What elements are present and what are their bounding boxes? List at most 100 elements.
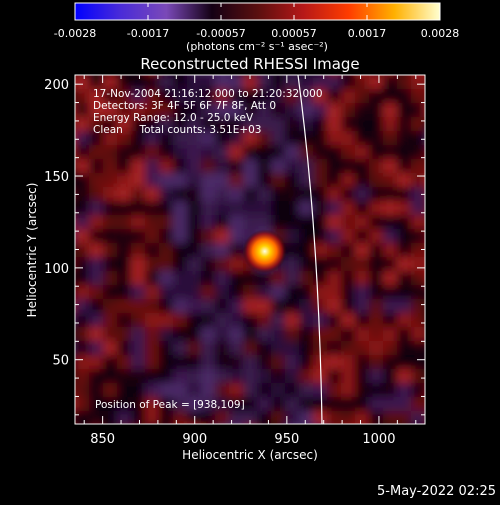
noise-cell xyxy=(285,313,300,328)
noise-cell xyxy=(215,187,230,202)
colorbar: -0.0028 -0.0017 -0.00057 0.00057 0.0017 0.002… xyxy=(54,2,459,53)
noise-cell xyxy=(229,355,244,370)
noise-cell xyxy=(201,397,216,412)
noise-cell xyxy=(341,327,356,342)
noise-cell xyxy=(117,425,132,440)
noise-cell xyxy=(215,383,230,398)
noise-cell xyxy=(271,313,286,328)
noise-cell xyxy=(173,257,188,272)
noise-cell xyxy=(103,341,118,356)
noise-cell xyxy=(341,383,356,398)
noise-cell xyxy=(383,257,398,272)
x-tick-label: 850 xyxy=(90,432,115,447)
noise-cell xyxy=(173,369,188,384)
noise-cell xyxy=(145,355,160,370)
noise-cell xyxy=(159,173,174,188)
noise-cell xyxy=(103,383,118,398)
x-tick-label: 900 xyxy=(182,432,207,447)
noise-cell xyxy=(383,271,398,286)
noise-cell xyxy=(313,299,328,314)
noise-cell xyxy=(159,89,174,104)
noise-cell xyxy=(145,187,160,202)
noise-cell xyxy=(131,103,146,118)
noise-cell xyxy=(187,285,202,300)
noise-cell xyxy=(271,201,286,216)
noise-cell xyxy=(327,187,342,202)
noise-cell xyxy=(411,313,425,328)
noise-cell xyxy=(215,159,230,174)
noise-cell xyxy=(117,131,132,146)
noise-cell xyxy=(425,117,440,132)
noise-cell xyxy=(341,257,356,272)
noise-cell xyxy=(397,243,412,258)
noise-cell xyxy=(75,187,76,202)
noise-cell xyxy=(341,355,356,370)
noise-cell xyxy=(425,271,440,286)
noise-cell xyxy=(187,327,202,342)
noise-cell xyxy=(369,187,384,202)
noise-cell xyxy=(285,229,300,244)
noise-cell xyxy=(299,201,314,216)
noise-cell xyxy=(61,425,76,440)
y-axis-label: Heliocentric Y (arcsec) xyxy=(25,183,39,318)
noise-cell xyxy=(369,355,384,370)
noise-cell xyxy=(411,411,425,424)
noise-cell xyxy=(173,173,188,188)
noise-cell xyxy=(327,369,342,384)
noise-cell xyxy=(159,383,174,398)
noise-cell xyxy=(215,89,230,104)
noise-cell xyxy=(313,187,328,202)
noise-cell xyxy=(131,117,146,132)
noise-cell xyxy=(187,341,202,356)
peak-position-text: Position of Peak = [938,109] xyxy=(95,399,245,411)
noise-cell xyxy=(103,215,118,230)
observation-info: 17-Nov-2004 21:16:12.000 to 21:20:32.000… xyxy=(93,88,323,411)
noise-cell xyxy=(299,131,314,146)
noise-cell xyxy=(103,103,118,118)
noise-cell xyxy=(131,397,146,412)
noise-cell xyxy=(257,103,272,118)
noise-cell xyxy=(341,397,356,412)
noise-cell xyxy=(425,327,440,342)
noise-cell xyxy=(285,75,300,90)
noise-cell xyxy=(369,173,384,188)
noise-cell xyxy=(411,355,425,370)
noise-cell xyxy=(215,215,230,230)
noise-cell xyxy=(285,215,300,230)
noise-cell xyxy=(159,341,174,356)
x-tick-labels: 850 900 950 1000 xyxy=(90,432,395,447)
noise-cell xyxy=(355,299,370,314)
noise-cell xyxy=(89,145,104,160)
noise-cell xyxy=(369,341,384,356)
noise-cell xyxy=(383,341,398,356)
noise-cell xyxy=(229,397,244,412)
noise-cell xyxy=(75,397,90,412)
noise-cell xyxy=(397,75,412,76)
noise-cell xyxy=(159,369,174,384)
noise-cell xyxy=(215,117,230,132)
noise-cell xyxy=(257,271,272,286)
noise-cell xyxy=(229,425,244,440)
noise-cell xyxy=(159,131,174,146)
noise-cell xyxy=(257,383,272,398)
noise-cell xyxy=(313,201,328,216)
noise-cell xyxy=(369,103,384,118)
noise-cell xyxy=(145,257,160,272)
noise-cell xyxy=(159,215,174,230)
noise-cell xyxy=(159,285,174,300)
noise-cell xyxy=(89,397,104,412)
noise-cell xyxy=(285,89,300,104)
noise-cell xyxy=(383,355,398,370)
noise-cell xyxy=(341,89,356,104)
noise-cell xyxy=(75,369,76,384)
noise-cell xyxy=(159,355,174,370)
noise-cell xyxy=(299,341,314,356)
noise-cell xyxy=(411,327,425,342)
noise-cell xyxy=(411,117,425,132)
noise-cell xyxy=(145,159,160,174)
noise-cell xyxy=(313,229,328,244)
noise-cell xyxy=(341,103,356,118)
noise-cell xyxy=(243,201,258,216)
noise-cell xyxy=(327,383,342,398)
